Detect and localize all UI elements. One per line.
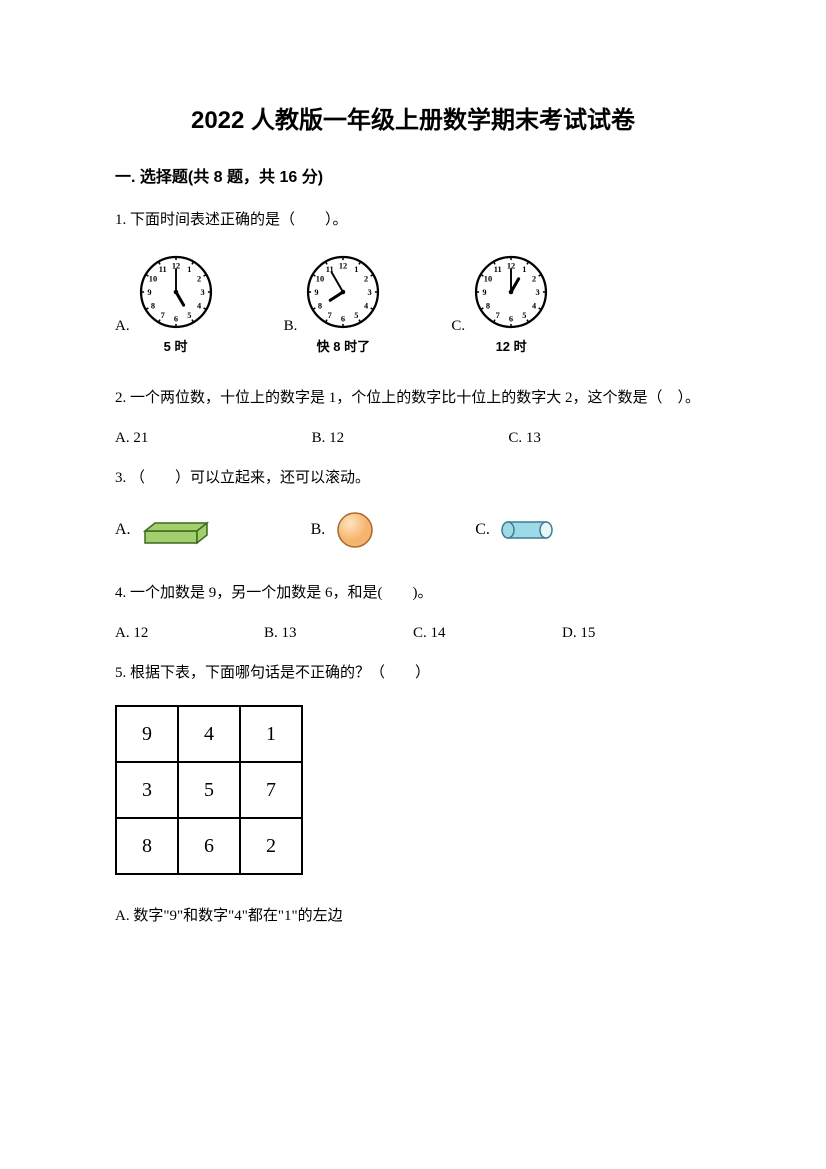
q4-option-b: B. 13	[264, 625, 413, 642]
svg-text:8: 8	[318, 301, 322, 310]
q3-option-c: C.	[475, 516, 554, 544]
q1-label-b: B.	[284, 318, 298, 355]
grid-cell: 3	[116, 762, 178, 818]
svg-text:9: 9	[482, 288, 486, 297]
q1-label-c: C.	[451, 318, 465, 355]
svg-text:1: 1	[187, 265, 191, 274]
svg-text:6: 6	[509, 315, 513, 324]
q1-option-c: C. 123456789101112 12 时	[451, 254, 549, 355]
svg-text:3: 3	[200, 288, 204, 297]
svg-text:3: 3	[536, 288, 540, 297]
question-4-text: 4. 一个加数是 9，另一个加数是 6，和是( )。	[115, 580, 711, 607]
svg-text:10: 10	[484, 275, 492, 284]
svg-text:8: 8	[486, 301, 490, 310]
grid-cell: 1	[240, 706, 302, 762]
section-1-header: 一. 选择题(共 8 题，共 16 分)	[115, 163, 711, 187]
svg-text:7: 7	[496, 311, 500, 320]
svg-text:3: 3	[368, 288, 372, 297]
question-4-options: A. 12 B. 13 C. 14 D. 15	[115, 625, 711, 642]
q1-caption-c: 12 时	[496, 336, 527, 355]
grid-cell: 6	[178, 818, 240, 874]
q3-label-a: A.	[115, 521, 131, 539]
grid-cell: 9	[116, 706, 178, 762]
svg-text:12: 12	[339, 261, 347, 270]
question-2-text: 2. 一个两位数，十位上的数字是 1，个位上的数字比十位上的数字大 2，这个数是…	[115, 385, 711, 412]
q3-option-b: B.	[311, 510, 376, 550]
svg-text:6: 6	[341, 315, 345, 324]
q3-label-c: C.	[475, 521, 490, 539]
question-2-options: A. 21 B. 12 C. 13	[115, 430, 711, 447]
svg-text:5: 5	[355, 311, 359, 320]
clock-icon-c: 123456789101112	[473, 254, 549, 330]
svg-text:1: 1	[355, 265, 359, 274]
q3-option-a: A.	[115, 513, 211, 547]
svg-text:8: 8	[150, 301, 154, 310]
svg-text:5: 5	[187, 311, 191, 320]
svg-text:2: 2	[364, 275, 368, 284]
question-1-text: 1. 下面时间表述正确的是（ ）。	[115, 207, 711, 234]
svg-text:6: 6	[174, 315, 178, 324]
clock-icon-b: 123456789101112	[305, 254, 381, 330]
svg-text:7: 7	[328, 311, 332, 320]
svg-text:9: 9	[147, 288, 151, 297]
q1-option-a: A. 123456789101112 5 时	[115, 254, 214, 355]
svg-text:11: 11	[158, 265, 166, 274]
cylinder-icon	[500, 516, 554, 544]
svg-text:7: 7	[160, 311, 164, 320]
q5-option-a: A. 数字"9"和数字"4"都在"1"的左边	[115, 903, 711, 930]
q3-label-b: B.	[311, 521, 326, 539]
svg-text:2: 2	[197, 275, 201, 284]
grid-cell: 5	[178, 762, 240, 818]
grid-cell: 4	[178, 706, 240, 762]
svg-text:1: 1	[522, 265, 526, 274]
sphere-icon	[335, 510, 375, 550]
exam-title: 2022 人教版一年级上册数学期末考试试卷	[115, 100, 711, 135]
svg-text:5: 5	[522, 311, 526, 320]
question-1-options: A. 123456789101112 5 时 B. 12345678910111…	[115, 254, 711, 355]
svg-text:10: 10	[148, 275, 156, 284]
q1-option-b: B. 123456789101112 快 8 时了	[284, 254, 382, 355]
q4-option-a: A. 12	[115, 625, 264, 642]
svg-text:9: 9	[315, 288, 319, 297]
q5-number-grid: 941 357 862	[115, 705, 303, 875]
q2-option-a: A. 21	[115, 430, 312, 447]
grid-cell: 7	[240, 762, 302, 818]
q2-option-c: C. 13	[508, 430, 705, 447]
q4-option-c: C. 14	[413, 625, 562, 642]
svg-text:2: 2	[532, 275, 536, 284]
question-3-text: 3. （ ）可以立起来，还可以滚动。	[115, 465, 711, 492]
q4-option-d: D. 15	[562, 625, 711, 642]
q1-caption-a: 5 时	[164, 336, 188, 355]
grid-cell: 2	[240, 818, 302, 874]
cuboid-icon	[141, 513, 211, 547]
q1-caption-b: 快 8 时了	[317, 336, 370, 355]
q1-label-a: A.	[115, 318, 130, 355]
svg-text:11: 11	[494, 265, 502, 274]
question-3-options: A. B. C.	[115, 510, 711, 550]
svg-text:10: 10	[316, 275, 324, 284]
q2-option-b: B. 12	[312, 430, 509, 447]
clock-icon-a: 123456789101112	[138, 254, 214, 330]
grid-cell: 8	[116, 818, 178, 874]
question-5-text: 5. 根据下表，下面哪句话是不正确的？（ ）	[115, 660, 711, 687]
